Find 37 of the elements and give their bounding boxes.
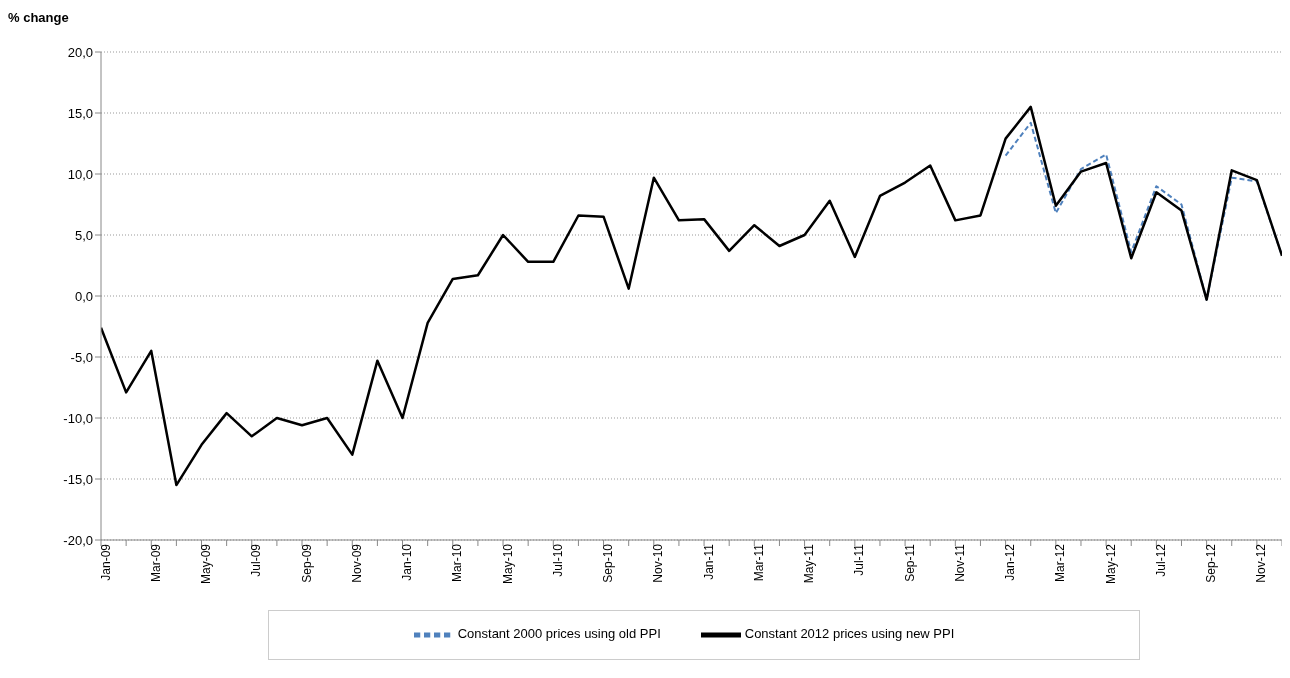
x-tick-label: Nov-11 bbox=[952, 543, 967, 582]
y-tick-label: 20,0 bbox=[67, 44, 93, 60]
x-tick-label: Mar-11 bbox=[751, 543, 766, 582]
x-tick-label: Jul-12 bbox=[1153, 543, 1168, 577]
x-tick-label: Mar-12 bbox=[1053, 543, 1068, 583]
x-tick-label: Jan-09 bbox=[98, 543, 113, 581]
x-tick-label: Nov-10 bbox=[651, 543, 666, 583]
y-tick-label: -20,0 bbox=[63, 532, 93, 548]
legend-label: Constant 2012 prices using new PPI bbox=[744, 626, 955, 642]
x-tick-label: May-12 bbox=[1103, 543, 1118, 585]
legend-label: Constant 2000 prices using old PPI bbox=[457, 626, 661, 642]
x-tick-label: Jan-12 bbox=[1003, 543, 1018, 581]
x-tick-label: Jan-10 bbox=[400, 543, 415, 581]
x-tick-label: Sep-11 bbox=[902, 543, 917, 582]
x-tick-label: Sep-12 bbox=[1204, 543, 1219, 583]
x-tick-label: Nov-09 bbox=[349, 543, 364, 583]
y-tick-label: 0,0 bbox=[74, 288, 93, 304]
y-tick-label: -5,0 bbox=[70, 349, 93, 365]
x-tick-label: Jul-09 bbox=[249, 543, 264, 577]
line-series bbox=[101, 105, 1282, 487]
x-tick-label: Sep-10 bbox=[601, 543, 616, 583]
x-tick-label: May-09 bbox=[199, 543, 214, 585]
y-tick-label: 15,0 bbox=[67, 105, 93, 121]
x-tick-label: Mar-09 bbox=[148, 543, 163, 583]
x-tick-label: May-11 bbox=[802, 543, 817, 584]
x-tick-label: Jul-10 bbox=[550, 543, 565, 577]
x-tick-label: Jul-11 bbox=[852, 543, 867, 576]
x-tick-label: Nov-12 bbox=[1254, 543, 1269, 583]
x-tick-label: Mar-10 bbox=[450, 543, 465, 583]
x-tick-label: Jan-11 bbox=[701, 543, 716, 580]
y-tick-label: -10,0 bbox=[63, 410, 93, 426]
x-tick-label: May-10 bbox=[500, 543, 515, 585]
y-tick-label: 5,0 bbox=[74, 227, 93, 243]
y-axis-title: % change bbox=[8, 10, 69, 25]
x-tick-label: Sep-09 bbox=[299, 543, 314, 583]
y-tick-label: 10,0 bbox=[67, 166, 93, 182]
y-tick-label: -15,0 bbox=[63, 471, 93, 487]
